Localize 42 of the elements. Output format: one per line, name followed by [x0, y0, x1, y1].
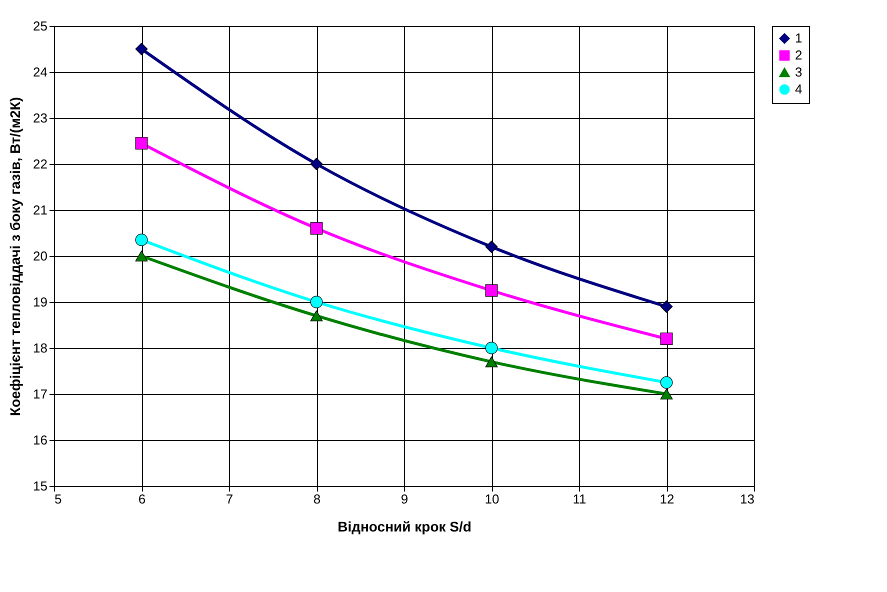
point [135, 42, 148, 56]
point [485, 284, 498, 297]
y-tick-label: 25 [33, 18, 48, 34]
y-tick-label: 19 [33, 294, 48, 310]
y-tick-label: 18 [33, 340, 48, 356]
y-tick-label: 21 [33, 202, 48, 218]
point [660, 376, 673, 389]
point [310, 310, 323, 322]
point [485, 342, 498, 354]
y-tick-label: 16 [33, 432, 48, 448]
legend-label: 2 [795, 48, 802, 62]
legend-label: 4 [795, 82, 802, 96]
x-tick-label: 11 [572, 492, 586, 506]
legend-label: 3 [795, 64, 802, 80]
x-tick-label: 5 [54, 492, 62, 506]
point [135, 250, 148, 262]
point [660, 332, 673, 346]
x-tick-label: 8 [313, 492, 321, 506]
point [660, 300, 673, 313]
x-tick-label: 10 [484, 492, 500, 506]
y-tick-label: 24 [33, 64, 48, 80]
x-tick-label: 7 [226, 492, 234, 506]
x-tick-label: 13 [740, 492, 754, 506]
y-tick-label: 17 [33, 386, 48, 402]
point [310, 158, 323, 170]
point [135, 234, 148, 246]
point [310, 222, 323, 235]
y-tick-label: 20 [33, 248, 48, 264]
point [660, 388, 673, 400]
point [310, 296, 323, 308]
y-axis-title: Коефіцієнт тепловіддачі з боку газів, Вт/(м2К) [7, 97, 24, 416]
y-tick-label: 22 [33, 156, 48, 172]
point [485, 356, 498, 368]
point [135, 137, 148, 150]
y-tick-label: 15 [33, 478, 48, 494]
y-tick-label: 23 [33, 110, 48, 126]
x-tick-label: 9 [400, 492, 408, 506]
point [485, 240, 498, 254]
x-axis-title: Відносний крок S/d [338, 518, 472, 534]
x-tick-label: 6 [138, 492, 146, 506]
legend-label: 1 [795, 30, 802, 46]
x-tick-label: 12 [660, 492, 674, 506]
